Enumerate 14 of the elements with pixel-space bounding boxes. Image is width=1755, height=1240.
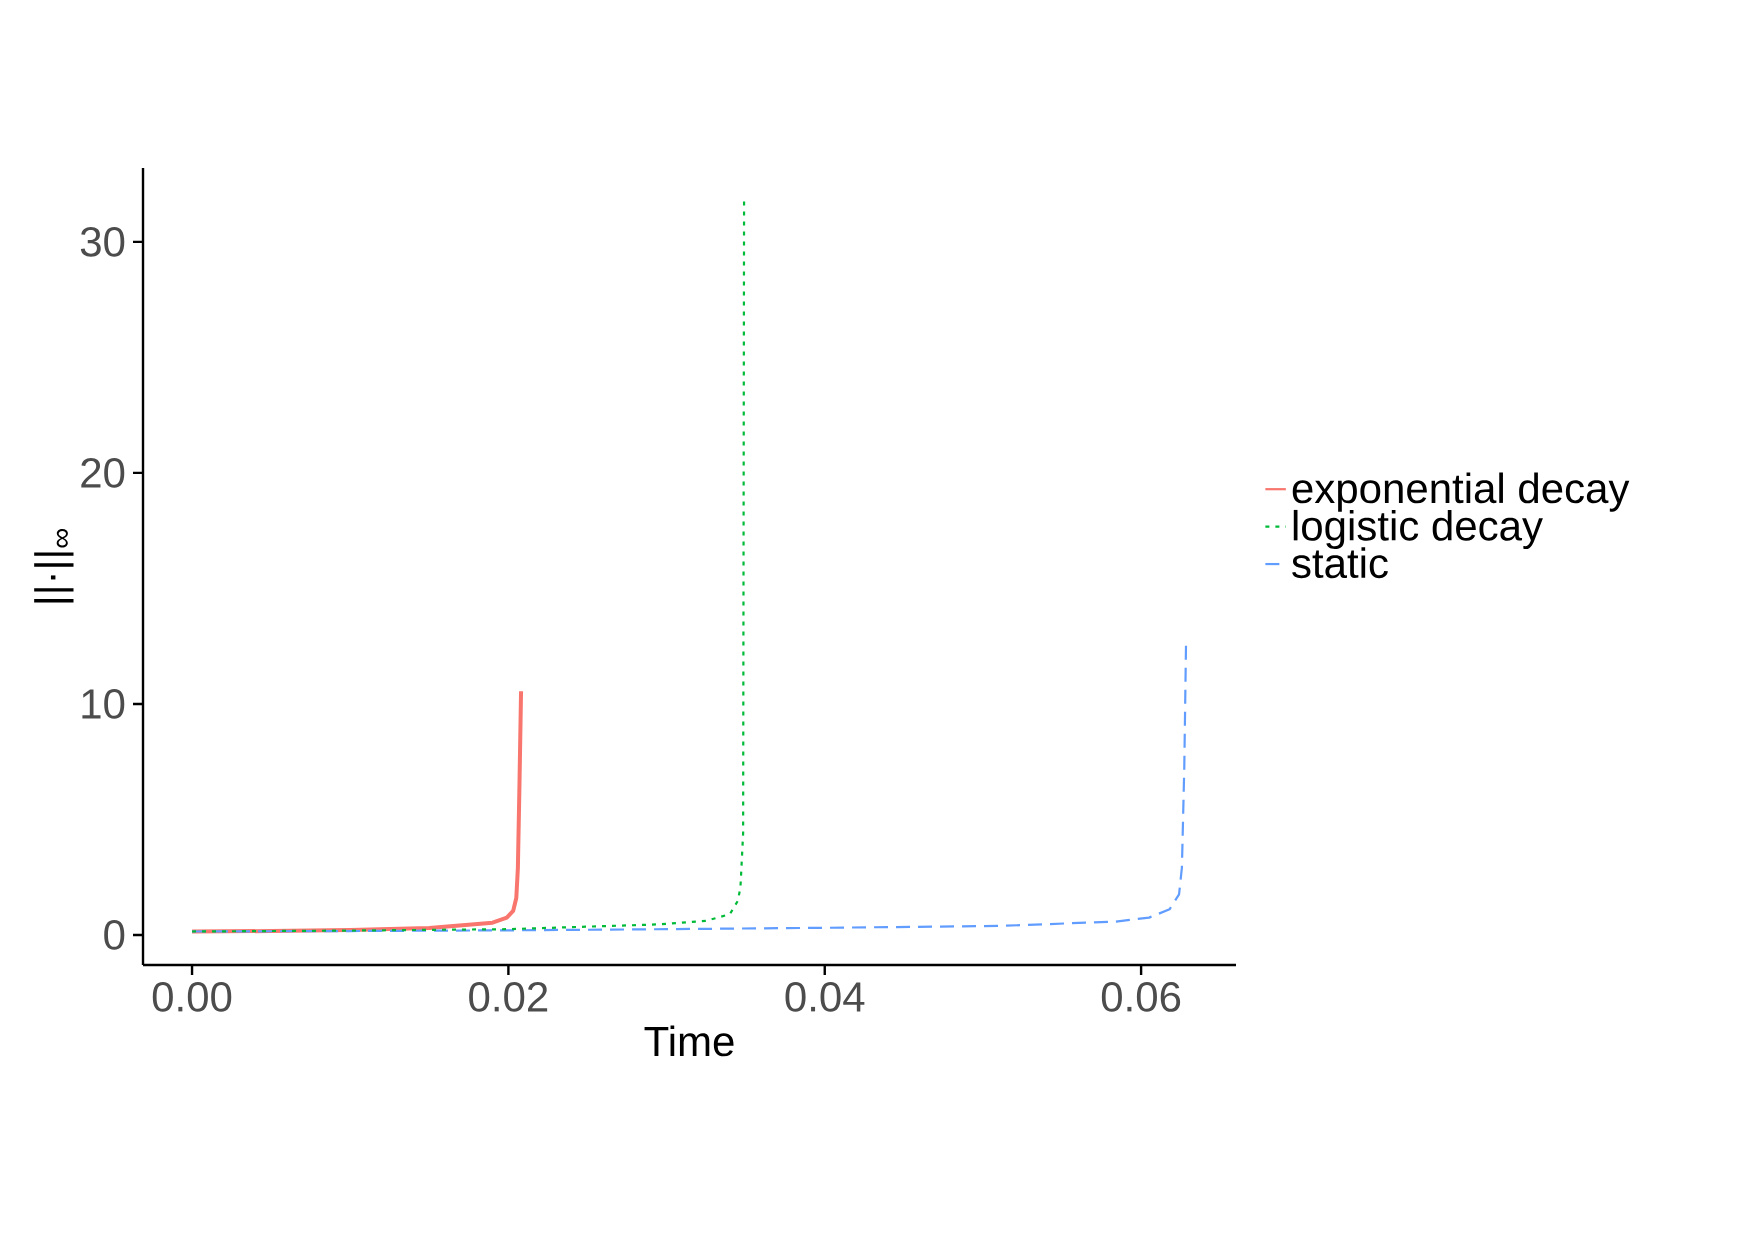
y-tick-label: 0 bbox=[104, 920, 125, 950]
x-tick-label: 0.04 bbox=[785, 982, 865, 1012]
y-tick-label: 10 bbox=[82, 689, 125, 719]
y-tick-label: 30 bbox=[80, 227, 125, 257]
x-tick-label: 0.06 bbox=[1101, 982, 1181, 1012]
x-tick-label: 0.00 bbox=[152, 982, 232, 1012]
legend-label: static bbox=[1292, 547, 1388, 579]
y-axis-title: ||·||$_{∞}$ bbox=[34, 528, 74, 603]
line-series bbox=[190, 200, 746, 933]
legend-label: exponential decay bbox=[1292, 472, 1630, 512]
legend-label: logistic decay bbox=[1293, 509, 1543, 550]
y-tick-label: 20 bbox=[81, 458, 125, 488]
x-axis-title: Time bbox=[644, 1025, 734, 1057]
x-tick-label: 0.02 bbox=[469, 982, 548, 1012]
